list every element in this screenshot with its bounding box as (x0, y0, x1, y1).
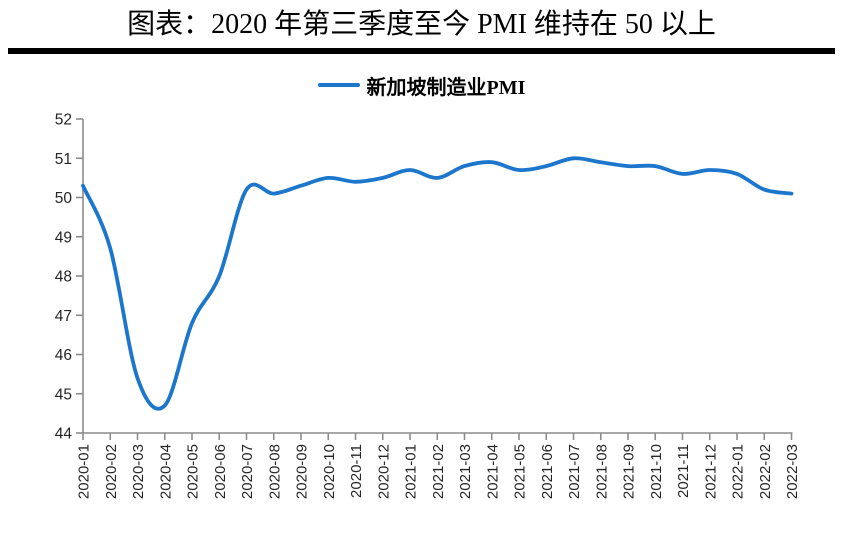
y-tick-label: 47 (55, 308, 72, 325)
y-tick-label: 46 (55, 347, 72, 364)
x-tick-label: 2022-03 (784, 444, 801, 499)
x-tick-label: 2021-06 (539, 444, 556, 499)
x-tick-label: 2020-05 (185, 444, 202, 499)
x-tick-label: 2022-02 (757, 444, 774, 499)
x-tick-label: 2021-12 (702, 444, 719, 499)
x-tick-label: 2020-04 (157, 444, 174, 499)
x-tick-label: 2021-11 (675, 444, 692, 498)
x-tick-label: 2020-07 (239, 444, 256, 499)
title-divider-rule (8, 48, 835, 54)
x-tick-label: 2021-03 (457, 444, 474, 499)
x-tick-label: 2021-02 (430, 444, 447, 499)
y-tick-label: 48 (55, 269, 72, 286)
chart-legend: 新加坡制造业PMI (0, 71, 843, 99)
y-tick-label: 52 (55, 112, 72, 129)
y-tick-label: 45 (55, 386, 72, 403)
x-tick-label: 2020-10 (321, 444, 338, 499)
x-tick-label: 2022-01 (730, 444, 747, 499)
figure-title: 图表：2020 年第三季度至今 PMI 维持在 50 以上 (127, 9, 716, 40)
x-tick-label: 2021-09 (621, 444, 638, 499)
x-tick-label: 2020-02 (103, 444, 120, 499)
x-tick-label: 2020-06 (212, 444, 229, 499)
x-tick-label: 2020-12 (375, 444, 392, 499)
x-tick-label: 2021-08 (593, 444, 610, 499)
y-tick-label: 50 (55, 190, 73, 207)
pmi-series-line (81, 156, 794, 411)
x-tick-label: 2021-05 (512, 444, 529, 499)
y-tick-label: 44 (55, 426, 73, 443)
x-tick-label: 2021-07 (566, 444, 583, 499)
y-tick-label: 51 (55, 151, 72, 168)
legend-series-label: 新加坡制造业PMI (366, 76, 526, 99)
x-tick-label: 2020-08 (266, 444, 283, 499)
x-tick-label: 2021-04 (484, 444, 501, 499)
x-tick-label: 2020-09 (294, 444, 311, 499)
x-tick-label: 2020-11 (348, 444, 365, 498)
x-tick-label: 2020-03 (130, 444, 147, 499)
y-tick-label: 49 (55, 229, 72, 246)
x-tick-label: 2020-01 (76, 444, 93, 499)
x-tick-label: 2021-10 (648, 444, 665, 499)
legend-line-swatch (317, 83, 360, 87)
x-tick-label: 2021-01 (403, 444, 420, 499)
